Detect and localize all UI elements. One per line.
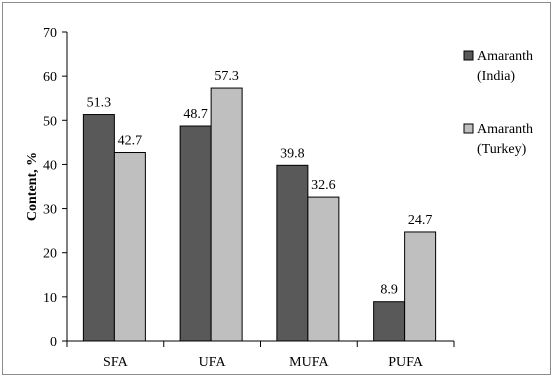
bar-mufa-series-2 bbox=[307, 196, 340, 342]
y-tick-label: 20 bbox=[43, 247, 57, 262]
bar-ufa-series-2 bbox=[210, 87, 243, 342]
legend-label: Amaranth bbox=[477, 49, 533, 64]
data-label: 48.7 bbox=[183, 107, 208, 122]
x-tick-label: UFA bbox=[199, 355, 227, 370]
y-tick-label: 10 bbox=[43, 291, 57, 306]
bar-ufa-series-1 bbox=[179, 125, 212, 342]
data-label: 42.7 bbox=[118, 134, 143, 149]
legend-label: Amaranth bbox=[477, 122, 533, 137]
legend-swatch-series-1 bbox=[463, 50, 474, 61]
y-tick-label: 40 bbox=[43, 158, 57, 173]
data-label: 57.3 bbox=[214, 69, 239, 84]
legend-swatch-series-2 bbox=[463, 123, 474, 134]
bar-mufa-series-1 bbox=[276, 164, 309, 342]
y-tick-label: 60 bbox=[43, 70, 57, 85]
bar-pufa-series-1 bbox=[373, 301, 406, 342]
data-label: 24.7 bbox=[408, 213, 433, 228]
x-tick-label: SFA bbox=[103, 355, 129, 370]
bar-sfa-series-2 bbox=[113, 152, 146, 342]
bar-sfa-series-1 bbox=[82, 114, 115, 342]
bar-pufa-series-2 bbox=[404, 231, 437, 342]
y-tick-label: 30 bbox=[43, 203, 57, 218]
x-tick-label: MUFA bbox=[289, 355, 329, 370]
y-axis-title: Content, % bbox=[25, 152, 40, 221]
legend-label: (Turkey) bbox=[477, 142, 527, 157]
legend-label: (India) bbox=[477, 69, 515, 84]
y-tick-label: 70 bbox=[43, 26, 57, 41]
y-tick-label: 0 bbox=[50, 335, 57, 350]
data-label: 32.6 bbox=[311, 178, 336, 193]
x-tick-label: PUFA bbox=[388, 355, 424, 370]
data-label: 51.3 bbox=[87, 96, 112, 111]
data-label: 8.9 bbox=[380, 283, 398, 298]
data-label: 39.8 bbox=[280, 146, 305, 161]
y-tick-label: 50 bbox=[43, 114, 57, 129]
